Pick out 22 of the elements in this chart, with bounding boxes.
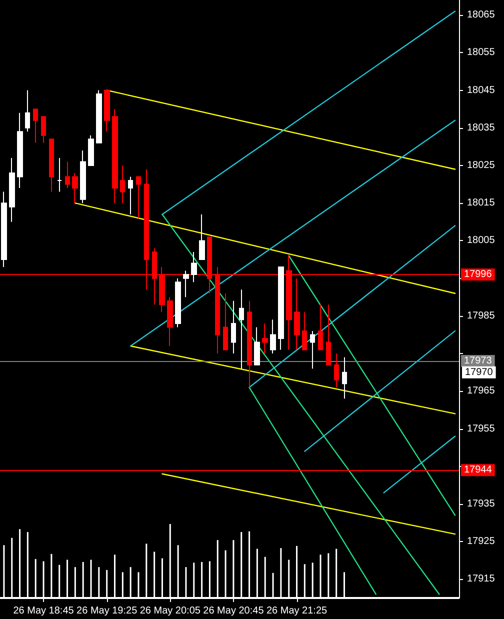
y-tick-label: 18005 <box>467 235 496 246</box>
y-tick-label: 18035 <box>467 122 496 134</box>
x-tick-label: 26 May 18:45 <box>13 606 74 616</box>
y-tick-label: 18055 <box>467 47 496 58</box>
y-tick-label: 18025 <box>467 160 496 171</box>
annotation: 17970 <box>465 366 494 378</box>
y-tick-label: 18015 <box>467 198 496 209</box>
x-tick-label: 26 May 20:45 <box>203 606 264 616</box>
y-tick-label: 17925 <box>467 536 496 548</box>
ref-line-label: 17996 <box>464 269 492 280</box>
y-tick-label: 17955 <box>467 423 496 434</box>
y-tick-label: 18065 <box>467 10 496 21</box>
ref-line-label: 17973 <box>464 356 492 367</box>
y-tick-label: 17965 <box>467 386 496 397</box>
y-tick-label: 17985 <box>467 310 496 322</box>
y-tick-label: 17915 <box>467 574 496 585</box>
x-tick-label: 26 May 21:25 <box>266 606 328 616</box>
x-tick-label: 26 May 20:05 <box>140 606 201 616</box>
x-tick-label: 26 May 19:25 <box>76 606 138 616</box>
y-tick-label: 17935 <box>467 498 496 510</box>
ref-line-label: 17944 <box>464 464 492 476</box>
y-tick-label: 18045 <box>467 84 496 96</box>
